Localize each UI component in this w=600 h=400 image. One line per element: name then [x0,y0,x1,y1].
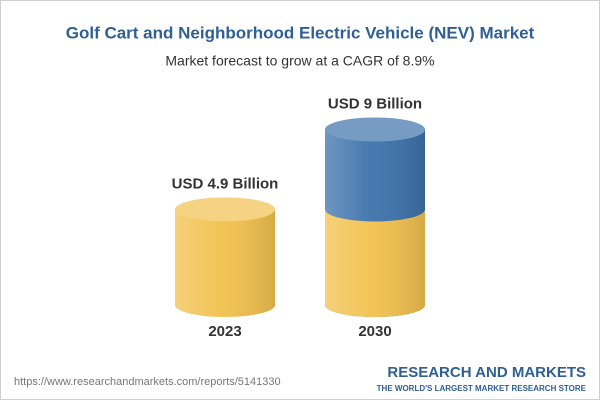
tagline: THE WORLD'S LARGEST MARKET RESEARCH STOR… [377,384,587,393]
x-tick-label: 2030 [358,323,391,340]
cylinder-top-highlight [325,117,425,142]
brand: RESEARCH AND MARKETS [387,364,586,381]
value-label: USD 4.9 Billion [172,175,279,192]
source-url: https://www.researchandmarkets.com/repor… [14,376,281,388]
cylinder-top-highlight [175,197,275,222]
cylinder-shade [175,209,275,317]
cylinder-top [175,197,275,222]
value-label: USD 9 Billion [328,95,422,112]
chart-subtitle: Market forecast to grow at a CAGR of 8.9… [165,53,434,69]
chart-title: Golf Cart and Neighborhood Electric Vehi… [66,23,535,42]
cylinder-top [325,117,425,142]
x-tick-label: 2023 [208,323,241,340]
cylinder-shade [325,129,425,317]
